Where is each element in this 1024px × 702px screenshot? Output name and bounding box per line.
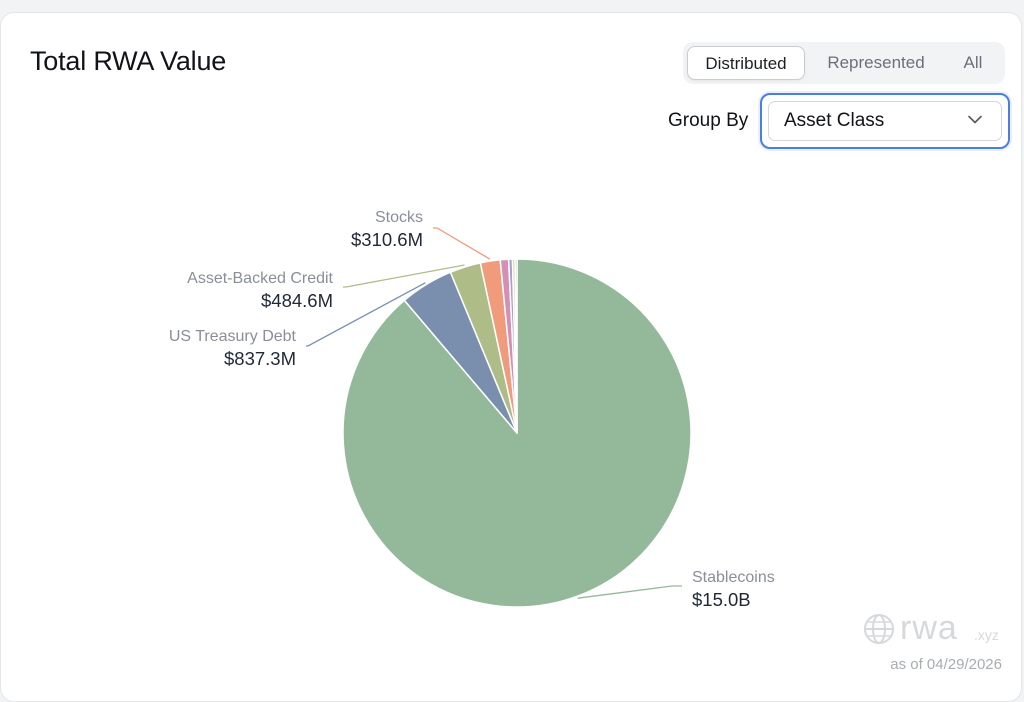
group-by-label: Group By xyxy=(668,110,749,131)
chevron-down-icon xyxy=(968,115,982,124)
slice-label-name: Stocks xyxy=(375,209,423,226)
as-of-date: as of 04/29/2026 xyxy=(890,656,1002,673)
watermark-brand: rwa xyxy=(900,609,958,647)
slice-label-value: $15.0B xyxy=(692,589,751,610)
leader-line xyxy=(577,585,682,599)
slice-label-name: US Treasury Debt xyxy=(169,328,297,345)
slice-label-value: $310.6M xyxy=(351,229,423,250)
slice-label-name: Stablecoins xyxy=(692,569,775,586)
pie-chart: Stablecoins $15.0B US Treasury Debt $837.3M… xyxy=(169,209,775,610)
globe-icon xyxy=(864,614,894,644)
group-by-value: Asset Class xyxy=(784,110,885,131)
leader-lines xyxy=(306,227,682,599)
slice-label-value: $837.3M xyxy=(224,348,296,369)
rwa-watermark: rwa .xyz xyxy=(862,609,1012,650)
slice-label-name: Asset-Backed Credit xyxy=(187,270,333,287)
chart-title: Total RWA Value xyxy=(30,46,227,76)
select-inner xyxy=(768,101,1002,141)
pie-slices xyxy=(342,258,692,608)
group-by-select[interactable]: Asset Class xyxy=(760,93,1010,149)
leader-line xyxy=(306,282,426,347)
view-segmented-control: Distributed Represented All xyxy=(683,42,1005,84)
slice-label-value: $484.6M xyxy=(261,290,333,311)
leader-line xyxy=(343,264,465,288)
watermark-suffix: .xyz xyxy=(974,627,999,643)
pie-slice-7[interactable] xyxy=(514,258,518,434)
slice-labels: Stablecoins $15.0B US Treasury Debt $837.3M… xyxy=(169,209,775,610)
tab-represented[interactable]: Represented xyxy=(827,53,925,72)
tab-distributed[interactable]: Distributed xyxy=(687,46,805,80)
leader-line xyxy=(433,227,491,260)
tab-all[interactable]: All xyxy=(963,53,983,72)
